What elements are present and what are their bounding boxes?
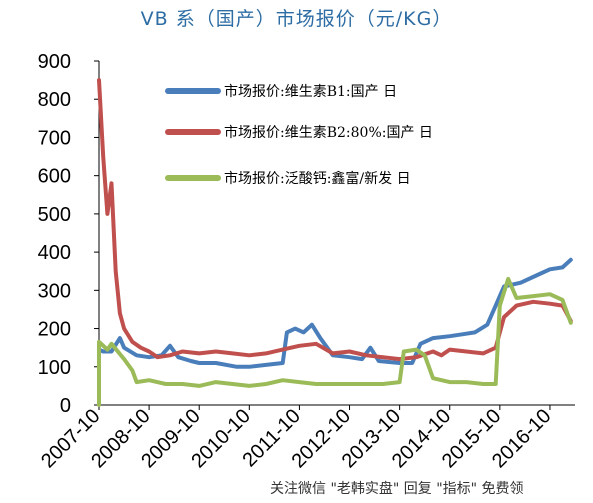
series-layer <box>97 78 573 407</box>
chart-title: VB 系（国产）市场报价（元/KG） <box>140 8 453 30</box>
y-tick-label: 800 <box>38 89 71 111</box>
y-tick-label: 0 <box>60 395 71 417</box>
legend-label: 市场报价:维生素B2:80%:国产 日 <box>224 124 433 141</box>
y-tick-label: 900 <box>38 51 71 73</box>
y-tick-label: 300 <box>38 280 71 302</box>
y-tick-label: 700 <box>38 127 71 149</box>
series-line-2 <box>97 78 573 362</box>
legend-label: 市场报价:泛酸钙:鑫富/新发 日 <box>224 170 411 187</box>
chart-axes: 01002003004005006007008009002007-102008-… <box>37 51 575 472</box>
y-tick-label: 100 <box>38 357 71 379</box>
y-tick-label: 400 <box>38 242 71 264</box>
watermark: 关注微信 "老韩实盘" 回复 "指标" 免费领 <box>262 476 593 503</box>
y-tick-label: 600 <box>38 166 71 188</box>
series-line-3 <box>97 276 573 407</box>
y-tick-label: 200 <box>38 319 71 341</box>
legend-label: 市场报价:维生素B1:国产 日 <box>224 83 397 100</box>
y-tick-label: 500 <box>38 204 71 226</box>
